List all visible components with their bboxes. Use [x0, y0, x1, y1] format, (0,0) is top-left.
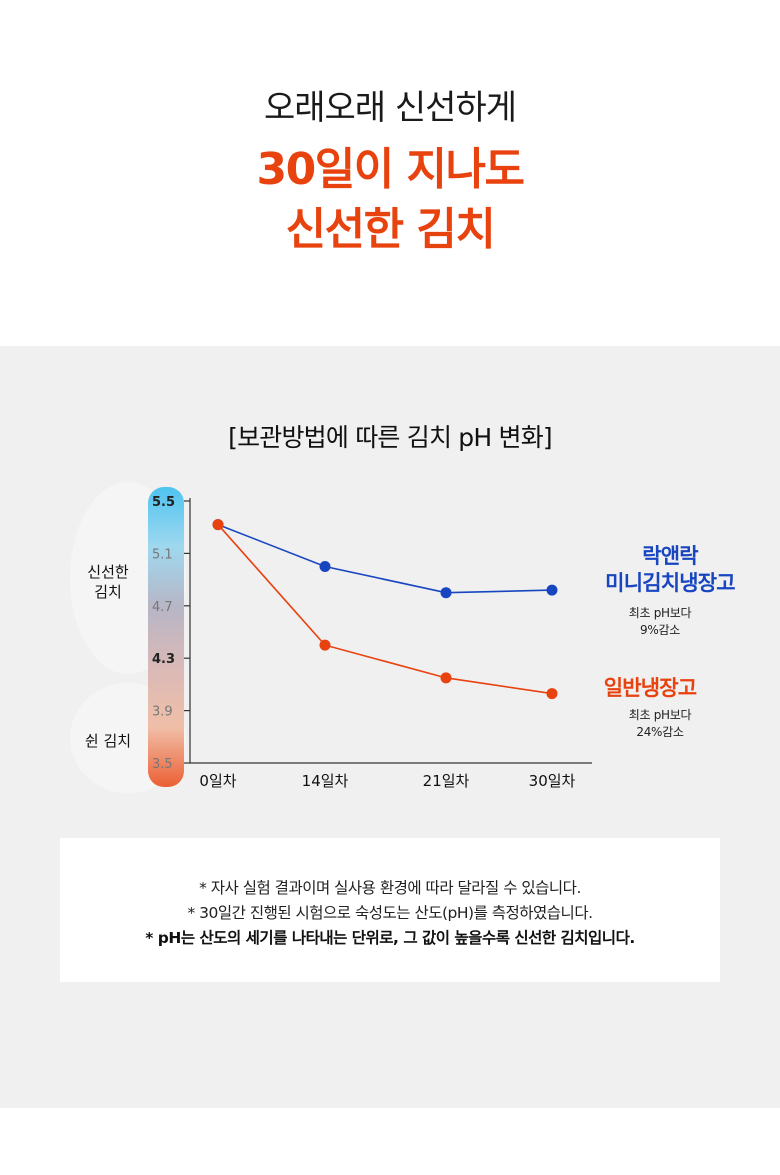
zone-sour-label: 쉰 김치: [85, 732, 131, 750]
series-note-lock-n-lock-line2: 9%감소: [640, 623, 680, 637]
disclaimer-line-1: * 자사 실험 결과이며 실사용 환경에 따라 달라질 수 있습니다.: [199, 879, 581, 897]
x-tick-label-2: 21일차: [423, 772, 470, 790]
y-tick-label-1: 5.1: [152, 547, 173, 562]
x-tick-label-1: 14일차: [302, 772, 349, 790]
series-1-point-1: [319, 639, 331, 651]
series-note-regular-fridge-line1: 최초 pH보다: [628, 708, 692, 722]
chart-title: [보관방법에 따른 김치 pH 변화]: [228, 423, 553, 452]
chart-axes: [184, 498, 592, 764]
series-label-lock-n-lock: 락앤락 미니김치냉장고: [570, 543, 770, 597]
hero-headline-line2: 신선한 김치: [285, 204, 496, 255]
series-note-regular-fridge: 최초 pH보다 24%감소: [600, 707, 720, 741]
hero-subtitle: 오래오래 신선하게: [263, 88, 517, 128]
series-lines: [217, 523, 553, 695]
series-label-regular-fridge: 일반냉장고: [603, 676, 697, 700]
hero-headline-line1: 30일이 지나도: [256, 144, 525, 195]
series-note-lock-n-lock: 최초 pH보다 9%감소: [600, 605, 720, 639]
y-tick-labels: 5.5 5.1 4.7 4.3 3.9 3.5: [152, 495, 175, 772]
series-0-point-1: [319, 561, 331, 572]
hero-section: 오래오래 신선하게 30일이 지나도 신선한 김치: [0, 0, 780, 346]
x-tick-labels: 0일차 14일차 21일차 30일차: [199, 772, 575, 790]
series-line-1: [217, 524, 553, 695]
x-tick-label-0: 0일차: [199, 772, 236, 790]
y-tick-label-5: 3.5: [152, 757, 173, 772]
footer-spacer: [0, 1108, 780, 1175]
series-note-lock-n-lock-line1: 최초 pH보다: [628, 606, 692, 620]
x-tick-label-3: 30일차: [529, 772, 576, 790]
ph-gradient-bar: [148, 487, 184, 787]
disclaimer-line-2: * 30일간 진행된 시험으로 숙성도는 산도(pH)를 측정하였습니다.: [187, 904, 593, 922]
series-label-lock-n-lock-line2: 미니김치냉장고: [605, 571, 735, 595]
series-0-point-3: [546, 584, 558, 596]
y-tick-label-2: 4.7: [152, 600, 173, 615]
series-line-0: [217, 523, 553, 594]
series-1-point-3: [546, 688, 558, 700]
series-points: [212, 519, 558, 700]
series-label-lock-n-lock-line1: 락앤락: [642, 544, 698, 568]
zone-fresh-label-line1: 신선한: [87, 563, 129, 581]
y-tick-label-4: 3.9: [152, 705, 173, 720]
series-1-point-2: [440, 672, 452, 684]
disclaimer-box: * 자사 실험 결과이며 실사용 환경에 따라 달라질 수 있습니다. * 30…: [60, 838, 720, 982]
series-0-point-2: [440, 587, 452, 599]
series-note-regular-fridge-line2: 24%감소: [636, 725, 684, 739]
zone-fresh-label-line2: 김치: [94, 583, 122, 601]
disclaimer-line-3: * pH는 산도의 세기를 나타내는 단위로, 그 값이 높을수록 신선한 김치…: [145, 929, 635, 947]
series-1-point-0: [212, 519, 224, 531]
y-tick-label-0: 5.5: [152, 495, 175, 510]
y-tick-label-3: 4.3: [152, 652, 175, 667]
